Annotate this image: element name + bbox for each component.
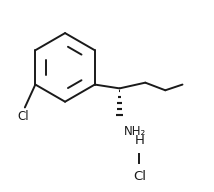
Text: NH₂: NH₂ bbox=[124, 125, 147, 138]
Text: Cl: Cl bbox=[133, 170, 146, 183]
Text: Cl: Cl bbox=[17, 109, 29, 122]
Text: H: H bbox=[134, 134, 144, 147]
